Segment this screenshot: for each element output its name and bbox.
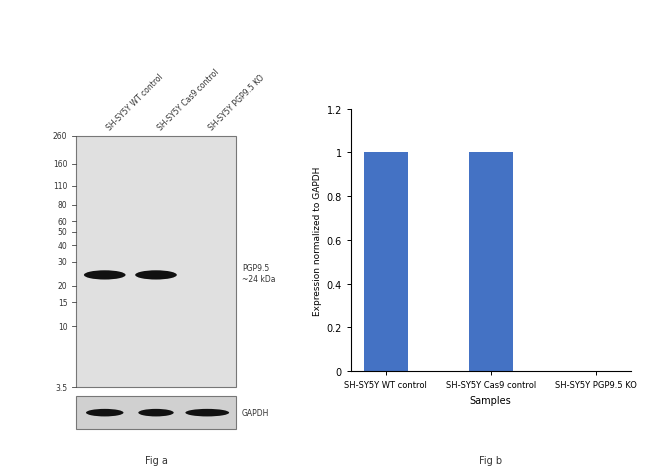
Ellipse shape [138, 409, 174, 416]
Text: 30: 30 [58, 258, 68, 267]
Text: 80: 80 [58, 200, 68, 209]
Text: 50: 50 [58, 228, 68, 237]
Text: 15: 15 [58, 298, 68, 307]
Ellipse shape [135, 271, 177, 280]
Ellipse shape [185, 409, 229, 416]
Y-axis label: Expression normalized to GAPDH: Expression normalized to GAPDH [313, 166, 322, 315]
Text: PGP9.5
~24 kDa: PGP9.5 ~24 kDa [242, 264, 276, 283]
Text: 160: 160 [53, 160, 68, 169]
Bar [76, 136, 236, 387]
Bar [76, 396, 236, 429]
Text: 3.5: 3.5 [55, 383, 68, 392]
Text: SH-SY5Y PGP9.5 KO: SH-SY5Y PGP9.5 KO [207, 73, 266, 132]
Text: SH-SY5Y Cas9 control: SH-SY5Y Cas9 control [156, 68, 221, 132]
Text: 260: 260 [53, 132, 68, 141]
Bar [469, 153, 513, 371]
Text: Fig a: Fig a [144, 455, 168, 465]
Text: 40: 40 [58, 241, 68, 250]
Text: 60: 60 [58, 218, 68, 227]
Text: 10: 10 [58, 322, 68, 331]
Ellipse shape [86, 409, 124, 416]
Text: GAPDH: GAPDH [242, 408, 269, 417]
Bar [364, 153, 408, 371]
X-axis label: Samples: Samples [470, 395, 512, 405]
Text: Fig b: Fig b [479, 455, 502, 465]
Text: 20: 20 [58, 281, 68, 290]
Text: 110: 110 [53, 182, 68, 191]
Text: SH-SY5Y WT control: SH-SY5Y WT control [105, 72, 164, 132]
Ellipse shape [84, 271, 125, 280]
